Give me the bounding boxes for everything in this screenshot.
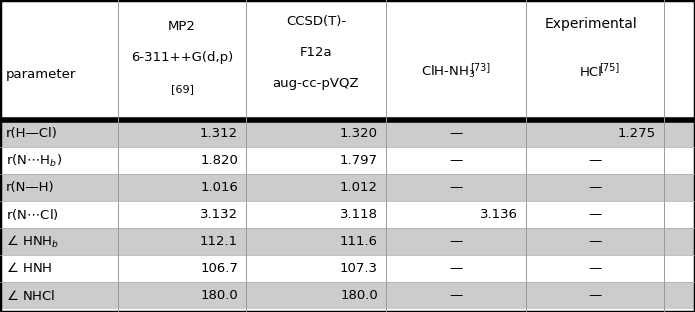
Text: 111.6: 111.6 xyxy=(340,235,378,248)
Text: CCSD(T)-: CCSD(T)- xyxy=(286,15,346,28)
Bar xyxy=(0,282,695,309)
Text: —: — xyxy=(450,235,463,248)
Text: 107.3: 107.3 xyxy=(340,262,378,275)
Text: r(N$\cdots$H$_b$): r(N$\cdots$H$_b$) xyxy=(6,153,62,168)
Text: —: — xyxy=(450,154,463,167)
Text: —: — xyxy=(589,235,602,248)
Text: r(N$\cdots$Cl): r(N$\cdots$Cl) xyxy=(6,207,58,222)
Text: HCl: HCl xyxy=(580,66,603,79)
Text: —: — xyxy=(589,154,602,167)
Text: —: — xyxy=(450,127,463,140)
Text: —: — xyxy=(589,289,602,302)
Text: aug-cc-pVQZ: aug-cc-pVQZ xyxy=(272,77,359,90)
Text: 1.312: 1.312 xyxy=(200,127,238,140)
Bar xyxy=(0,174,695,201)
Text: 1.320: 1.320 xyxy=(340,127,378,140)
Text: [73]: [73] xyxy=(470,62,490,72)
Text: 180.0: 180.0 xyxy=(200,289,238,302)
Bar xyxy=(0,120,695,147)
Text: 6-311++G(d,p): 6-311++G(d,p) xyxy=(131,51,233,64)
Text: [69]: [69] xyxy=(170,84,193,94)
Bar xyxy=(0,147,695,174)
Text: r(N—H): r(N—H) xyxy=(6,181,55,194)
Text: ClH-NH$_3$: ClH-NH$_3$ xyxy=(421,64,475,80)
Text: [75]: [75] xyxy=(599,62,619,72)
Text: 3.136: 3.136 xyxy=(480,208,518,221)
Text: r(H—Cl): r(H—Cl) xyxy=(6,127,58,140)
Text: —: — xyxy=(450,262,463,275)
Text: $\angle$ HNH: $\angle$ HNH xyxy=(6,261,52,275)
Text: 180.0: 180.0 xyxy=(341,289,378,302)
Text: Experimental: Experimental xyxy=(544,17,637,31)
Text: 1.797: 1.797 xyxy=(340,154,378,167)
Text: 112.1: 112.1 xyxy=(200,235,238,248)
Text: 1.275: 1.275 xyxy=(618,127,656,140)
Text: parameter: parameter xyxy=(6,68,76,81)
Text: 1.820: 1.820 xyxy=(200,154,238,167)
Text: —: — xyxy=(589,208,602,221)
Text: —: — xyxy=(589,262,602,275)
Text: 1.012: 1.012 xyxy=(340,181,378,194)
Bar xyxy=(0,228,695,255)
Text: F12a: F12a xyxy=(300,46,332,59)
Bar xyxy=(0,255,695,282)
Text: $\angle$ NHCl: $\angle$ NHCl xyxy=(6,289,55,303)
Text: MP2: MP2 xyxy=(168,20,196,33)
Text: 3.118: 3.118 xyxy=(340,208,378,221)
Bar xyxy=(0,201,695,228)
Text: 3.132: 3.132 xyxy=(200,208,238,221)
Text: $\angle$ HNH$_b$: $\angle$ HNH$_b$ xyxy=(6,233,59,250)
Text: —: — xyxy=(589,181,602,194)
Text: 106.7: 106.7 xyxy=(200,262,238,275)
Bar xyxy=(0,0,695,120)
Text: —: — xyxy=(450,289,463,302)
Text: —: — xyxy=(450,181,463,194)
Text: 1.016: 1.016 xyxy=(200,181,238,194)
